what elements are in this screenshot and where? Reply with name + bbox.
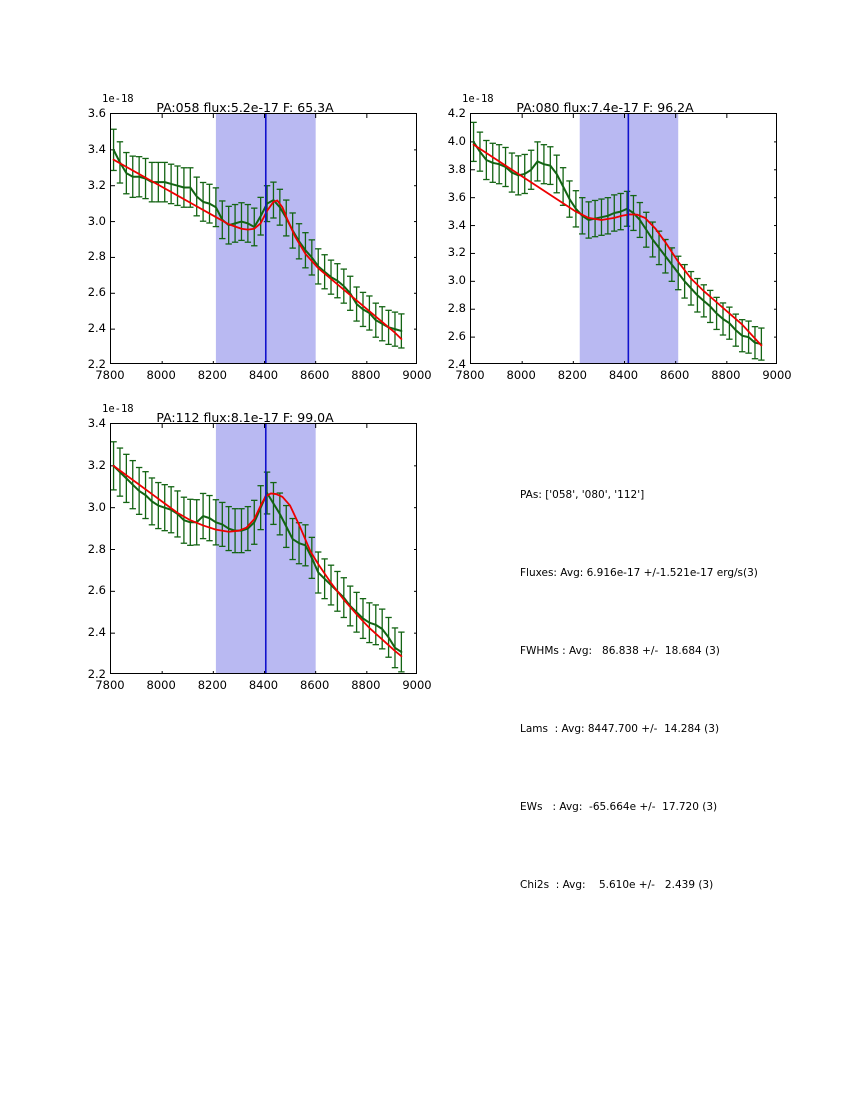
y-exponent-label-pa080: 1e-18 [462, 93, 494, 105]
y-tick-label: 2.4 [87, 321, 106, 336]
axes-pa112 [110, 423, 417, 674]
y-tick-label: 3.6 [447, 189, 466, 204]
y-exponent-label-pa058: 1e-18 [102, 93, 134, 105]
summary-statistics-block: PAs: ['058', '080', '112'] Fluxes: Avg: … [520, 430, 830, 924]
y-tick-label: 3.6 [87, 106, 106, 120]
y-exponent-label-pa112: 1e-18 [102, 403, 134, 415]
plot-panel-pa080: PA:080 flux:7.4e-17 F: 96.2A Lam:8455.0A… [420, 70, 792, 382]
y-tick-label: 3.4 [87, 416, 106, 430]
x-tick-label: 8600 [300, 678, 330, 692]
plot-canvas-pa080 [471, 114, 776, 363]
summary-line-lams: Lams : Avg: 8447.700 +/- 14.284 (3) [520, 723, 720, 735]
y-tick-label: 4.0 [447, 133, 466, 148]
plot-panel-pa058: PA:058 flux:5.2e-17 F: 65.3A Lam:8456.9A… [60, 70, 432, 382]
x-tick-label: 8200 [557, 368, 587, 382]
x-tick-label: 8000 [146, 368, 176, 382]
y-tick-label: 3.0 [87, 499, 106, 514]
x-tick-label: 9000 [402, 678, 432, 692]
y-tick-label: 2.6 [87, 285, 106, 300]
x-tick-label: 8800 [351, 368, 381, 382]
summary-line-chi2s: Chi2s : Avg: 5.610e +/- 2.439 (3) [520, 879, 714, 891]
y-tick-label: 3.2 [87, 457, 106, 472]
y-tick-label: 2.2 [87, 667, 106, 681]
x-tick-label: 8600 [660, 368, 690, 382]
y-tick-label: 2.4 [447, 357, 466, 371]
x-tick-label: 9000 [762, 368, 792, 382]
x-tick-label: 8400 [248, 678, 279, 692]
y-tick-label: 3.8 [447, 161, 466, 176]
x-tick-label: 7800 [455, 368, 485, 382]
fit-curve [112, 158, 403, 340]
summary-line-ews: EWs : Avg: -65.664e +/- 17.720 (3) [520, 801, 718, 813]
y-tick-label: 3.2 [87, 177, 106, 192]
x-tick-label: 8400 [248, 368, 279, 382]
summary-line-fwhms: FWHMs : Avg: 86.838 +/- 18.684 (3) [520, 645, 720, 657]
y-tick-label: 3.2 [447, 245, 466, 260]
x-tick-label: 9000 [402, 368, 432, 382]
axes-pa080 [470, 113, 777, 364]
y-tick-label: 2.6 [87, 583, 106, 598]
x-tick-label: 8600 [300, 368, 330, 382]
plot-canvas-pa112 [111, 424, 416, 673]
axes-pa058 [110, 113, 417, 364]
y-tick-label: 2.6 [447, 329, 466, 344]
y-tick-label: 3.0 [447, 273, 466, 288]
plot-panel-pa112: PA:112 flux:8.1e-17 F: 99.0A Lam:8431.2A… [60, 380, 432, 692]
y-tick-label: 2.2 [87, 357, 106, 371]
y-tick-label: 3.0 [87, 213, 106, 228]
x-tick-label: 8200 [197, 368, 227, 382]
x-tick-label: 8800 [711, 368, 741, 382]
x-tick-label: 8200 [197, 678, 227, 692]
plot-canvas-pa058 [111, 114, 416, 363]
y-tick-label: 2.8 [87, 249, 106, 264]
y-tick-label: 2.8 [87, 541, 106, 556]
x-tick-label: 8800 [351, 678, 381, 692]
fit-curve [472, 143, 763, 347]
x-tick-label: 8000 [146, 678, 176, 692]
data-curve [112, 464, 403, 653]
x-tick-label: 7800 [95, 678, 125, 692]
y-tick-label: 3.4 [87, 141, 106, 156]
panel-title-line1: PA:080 flux:7.4e-17 F: 96.2A [516, 100, 694, 115]
y-tick-label: 2.8 [447, 301, 466, 316]
y-tick-label: 3.4 [447, 217, 466, 232]
panel-title-line1: PA:058 flux:5.2e-17 F: 65.3A [156, 100, 334, 115]
summary-line-fluxes: Fluxes: Avg: 6.916e-17 +/-1.521e-17 erg/… [520, 567, 758, 579]
y-tick-label: 4.2 [447, 106, 466, 120]
summary-line-pas: PAs: ['058', '080', '112'] [520, 489, 645, 501]
x-tick-label: 8400 [608, 368, 639, 382]
data-curve [472, 140, 763, 346]
x-tick-label: 7800 [95, 368, 125, 382]
x-tick-label: 8000 [506, 368, 536, 382]
y-tick-label: 2.4 [87, 625, 106, 640]
panel-title-line1: PA:112 flux:8.1e-17 F: 99.0A [156, 410, 334, 425]
